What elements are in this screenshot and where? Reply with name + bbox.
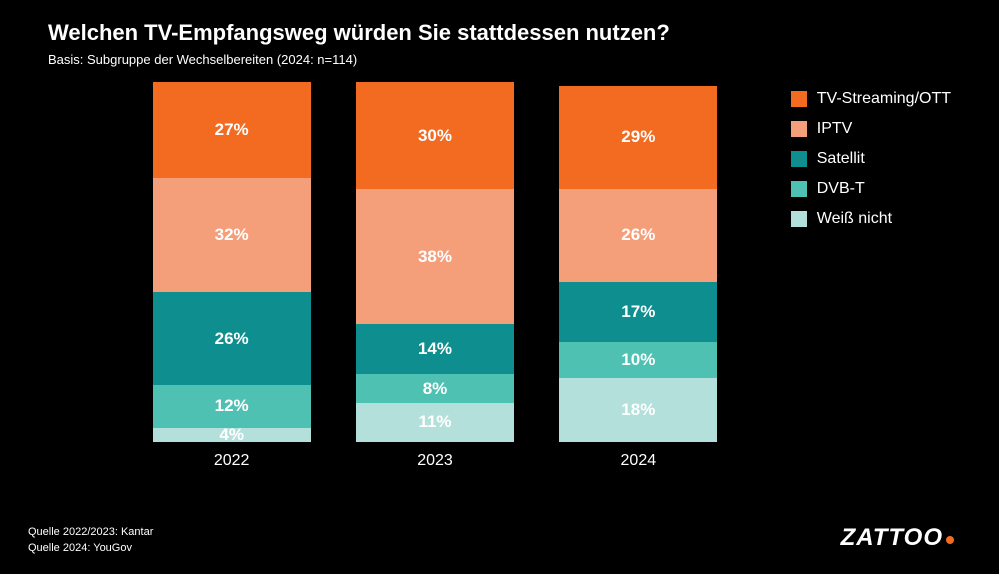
legend-label: IPTV: [817, 120, 853, 138]
bar-segment: 17%: [559, 282, 717, 343]
x-axis-label: 2024: [621, 452, 657, 470]
bar-segment: 12%: [153, 385, 311, 428]
legend-label: Satellit: [817, 150, 865, 168]
legend-swatch: [791, 211, 807, 227]
chart-title: Welchen TV-Empfangsweg würden Sie stattd…: [48, 20, 670, 46]
bar-segment: 14%: [356, 324, 514, 374]
bar-segment: 27%: [153, 82, 311, 178]
x-axis-label: 2023: [417, 452, 453, 470]
bar-segment: 10%: [559, 342, 717, 378]
bar-segment: 26%: [153, 292, 311, 385]
legend-swatch: [791, 151, 807, 167]
bar-segment: 8%: [356, 374, 514, 403]
bar-segment: 26%: [559, 189, 717, 282]
x-axis-label: 2022: [214, 452, 250, 470]
source-line-1: Quelle 2022/2023: Kantar: [28, 525, 153, 540]
bar-group: 27%32%26%12%4% 2022: [132, 82, 332, 470]
logo-text: ZATTOO: [841, 524, 943, 552]
legend-item: Satellit: [791, 150, 951, 168]
legend-item: DVB-T: [791, 180, 951, 198]
legend-swatch: [791, 181, 807, 197]
chart-subtitle: Basis: Subgruppe der Wechselbereiten (20…: [48, 52, 357, 67]
bar-segment: 4%: [153, 428, 311, 442]
legend-swatch: [791, 121, 807, 137]
legend-item: Weiß nicht: [791, 210, 951, 228]
bar-group: 30%38%14%8%11% 2023: [335, 82, 535, 470]
legend-label: Weiß nicht: [817, 210, 892, 228]
bar-segment: 11%: [356, 403, 514, 442]
legend-label: TV-Streaming/OTT: [817, 90, 951, 108]
legend-swatch: [791, 91, 807, 107]
source-text: Quelle 2022/2023: Kantar Quelle 2024: Yo…: [28, 525, 153, 556]
stacked-bar-chart: 27%32%26%12%4%202230%38%14%8%11%202329%2…: [130, 90, 740, 470]
bar-group: 29%26%17%10%18% 2024: [538, 86, 738, 470]
zattoo-logo: ZATTOO: [841, 524, 955, 552]
bar-segment: 30%: [356, 82, 514, 189]
stacked-bar: 29%26%17%10%18%: [559, 86, 717, 442]
stacked-bar: 27%32%26%12%4%: [153, 82, 311, 442]
stacked-bar: 30%38%14%8%11%: [356, 82, 514, 442]
bar-segment: 29%: [559, 86, 717, 189]
legend-item: IPTV: [791, 120, 951, 138]
bar-segment: 32%: [153, 178, 311, 292]
bar-segment: 38%: [356, 189, 514, 324]
chart-legend: TV-Streaming/OTT IPTV Satellit DVB-T Weiß ni…: [791, 90, 951, 228]
logo-dot-icon: [945, 535, 955, 545]
source-line-2: Quelle 2024: YouGov: [28, 541, 153, 556]
bar-segment: 18%: [559, 378, 717, 442]
legend-item: TV-Streaming/OTT: [791, 90, 951, 108]
legend-label: DVB-T: [817, 180, 865, 198]
